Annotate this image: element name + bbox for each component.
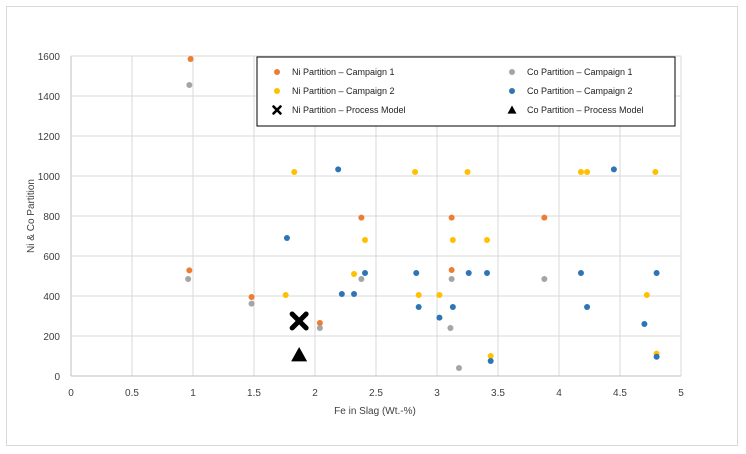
data-point xyxy=(436,292,443,298)
data-point xyxy=(362,270,369,276)
data-point xyxy=(282,292,289,298)
y-tick-label: 1400 xyxy=(38,92,61,103)
data-point xyxy=(351,271,358,277)
data-point xyxy=(484,270,491,276)
data-point xyxy=(484,237,491,243)
x-marker-stroke xyxy=(289,311,309,331)
x-tick-label: 0 xyxy=(68,388,74,399)
series-1 xyxy=(185,82,548,371)
data-point xyxy=(413,270,420,276)
data-point xyxy=(362,237,369,243)
y-tick-label: 1200 xyxy=(38,132,61,143)
x-tick-label: 1 xyxy=(190,388,196,399)
legend-marker xyxy=(274,69,280,75)
series-2 xyxy=(282,169,660,359)
data-point xyxy=(448,214,455,221)
data-point xyxy=(541,276,548,282)
legend-marker xyxy=(274,88,280,94)
legend-marker xyxy=(509,69,515,75)
data-point xyxy=(487,358,494,364)
data-point xyxy=(448,267,455,273)
x-tick-label: 5 xyxy=(678,388,684,399)
data-point xyxy=(248,300,255,307)
data-point xyxy=(316,325,323,331)
data-point xyxy=(291,169,298,175)
data-point xyxy=(487,353,494,359)
legend-marker xyxy=(507,105,517,114)
legend-label: Ni Partition – Process Model xyxy=(292,105,406,115)
legend-marker xyxy=(509,88,515,94)
data-point xyxy=(289,311,309,331)
legend: Ni Partition – Campaign 1 Co Partition – … xyxy=(256,56,676,127)
data-points xyxy=(185,56,660,371)
data-point xyxy=(338,291,345,297)
data-point xyxy=(283,235,290,241)
legend-marker xyxy=(272,105,282,115)
y-tick-label: 200 xyxy=(43,332,60,343)
data-point xyxy=(584,304,591,310)
data-point xyxy=(412,169,419,175)
x-tick-label: 1.5 xyxy=(247,388,261,399)
data-point xyxy=(577,270,584,276)
data-point xyxy=(248,294,255,300)
data-point xyxy=(447,325,454,331)
data-point xyxy=(358,276,365,282)
x-tick-label: 3.5 xyxy=(491,388,505,399)
data-point xyxy=(643,292,650,298)
axes: 0 0.5 1 1.5 2 2.5 3 3.5 4 4.5 5 0 200 400 600 800 1000 12… xyxy=(38,52,684,399)
series-0 xyxy=(186,56,548,326)
data-point xyxy=(186,82,193,88)
data-point xyxy=(351,291,358,297)
x-tick-label: 2 xyxy=(312,388,318,399)
data-point xyxy=(186,267,193,274)
data-point xyxy=(577,169,584,175)
y-tick-label: 1600 xyxy=(38,52,61,63)
legend-label: Ni Partition – Campaign 1 xyxy=(292,67,395,77)
data-point xyxy=(316,320,323,326)
data-point xyxy=(584,169,591,175)
legend-box xyxy=(256,56,676,127)
data-point xyxy=(436,314,443,321)
y-tick-label: 1000 xyxy=(38,172,61,183)
series-3 xyxy=(283,166,660,364)
legend-label: Ni Partition – Campaign 2 xyxy=(292,86,395,96)
legend-label: Co Partition – Campaign 1 xyxy=(527,67,633,77)
y-tick-label: 600 xyxy=(43,252,60,263)
y-tick-label: 800 xyxy=(43,212,60,223)
data-point xyxy=(653,270,660,276)
series-5 xyxy=(291,347,308,362)
data-point xyxy=(464,169,471,175)
series-4 xyxy=(289,311,309,331)
x-tick-label: 3 xyxy=(434,388,440,399)
data-point xyxy=(185,276,192,282)
y-tick-label: 0 xyxy=(54,372,60,383)
x-marker-stroke xyxy=(272,105,282,115)
y-tick-label: 400 xyxy=(43,292,60,303)
data-point xyxy=(455,365,462,371)
x-tick-label: 0.5 xyxy=(125,388,139,399)
data-point xyxy=(291,347,308,362)
y-axis-title: Ni & Co Partition xyxy=(26,179,37,253)
data-point xyxy=(448,276,455,282)
legend-label: Co Partition – Process Model xyxy=(527,105,644,115)
data-point xyxy=(652,169,659,175)
legend-label: Co Partition – Campaign 2 xyxy=(527,86,633,96)
data-point xyxy=(449,304,456,310)
x-axis-title: Fe in Slag (Wt.-%) xyxy=(334,406,416,417)
data-point xyxy=(358,214,365,221)
data-point xyxy=(465,270,472,276)
data-point xyxy=(641,321,648,327)
data-point xyxy=(610,166,617,173)
data-point xyxy=(415,304,422,310)
data-point xyxy=(449,237,456,243)
data-point xyxy=(541,214,548,221)
x-tick-label: 4 xyxy=(556,388,562,399)
data-point xyxy=(335,166,342,173)
data-point xyxy=(653,353,660,360)
x-tick-label: 4.5 xyxy=(613,388,627,399)
data-point xyxy=(415,292,422,298)
x-tick-label: 2.5 xyxy=(369,388,383,399)
data-point xyxy=(187,56,194,62)
